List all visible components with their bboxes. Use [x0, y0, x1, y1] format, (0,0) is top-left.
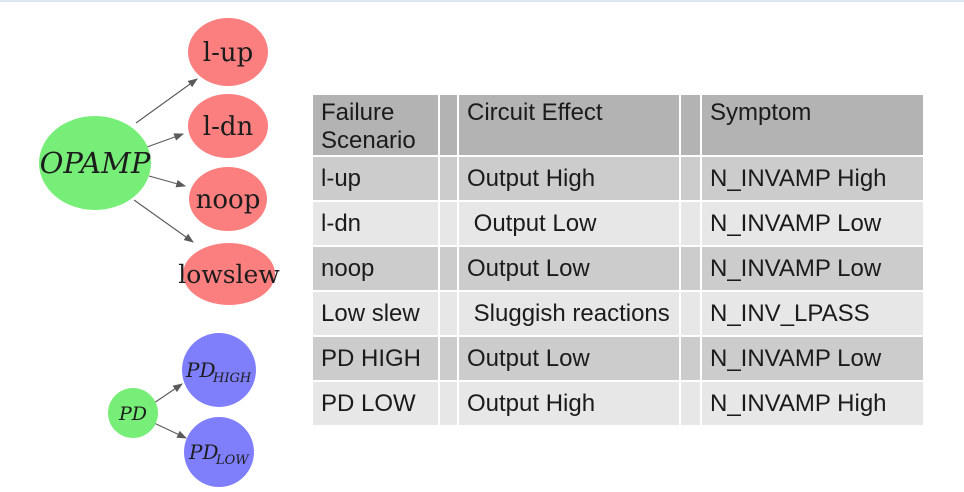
header-symptom: Symptom [702, 95, 923, 155]
cell-circuit-effect: Output Low [459, 247, 679, 290]
row-spacer-2 [681, 202, 700, 245]
cell-failure-scenario: noop [313, 247, 438, 290]
cell-circuit-effect: Output Low [459, 337, 679, 380]
cell-failure-scenario: PD LOW [313, 382, 438, 425]
opamp-edges [133, 78, 198, 243]
row-spacer-1 [440, 202, 457, 245]
cell-symptom: N_INVAMP Low [702, 337, 923, 380]
cell-failure-scenario: l-up [313, 157, 438, 200]
row-spacer-1 [440, 247, 457, 290]
row-spacer-2 [681, 382, 700, 425]
row-spacer-1 [440, 292, 457, 335]
node-opamp-label: OPAMP [40, 146, 151, 180]
row-spacer-1 [440, 157, 457, 200]
header-circuit-effect: Circuit Effect [459, 95, 679, 155]
cell-failure-scenario: PD HIGH [313, 337, 438, 380]
failure-table: Failure Scenario Circuit Effect Symptom l-u… [313, 95, 923, 425]
cell-symptom: N_INVAMP Low [702, 247, 923, 290]
header-failure-scenario: Failure Scenario [313, 95, 438, 155]
node-lowslew [183, 243, 275, 305]
node-l-dn-label: l-dn [203, 112, 254, 142]
row-spacer-2 [681, 157, 700, 200]
edge-opamp-noop [148, 175, 187, 188]
node-l-up [188, 18, 268, 86]
node-pd-low-label-main: PD [188, 440, 219, 464]
edge-opamp-lup [135, 78, 198, 124]
header-spacer-1 [440, 95, 457, 155]
node-noop [189, 167, 267, 231]
node-lowslew-label: lowslew [178, 260, 280, 289]
cell-symptom: N_INV_LPASS [702, 292, 923, 335]
cell-symptom: N_INVAMP High [702, 157, 923, 200]
node-pd-high [182, 333, 256, 407]
node-pd-high-label-sub: HIGH [212, 371, 252, 386]
cell-circuit-effect: Sluggish reactions [459, 292, 679, 335]
edge-pd-low [153, 422, 187, 439]
edge-pd-high [153, 383, 183, 404]
node-l-dn [188, 94, 268, 158]
row-spacer-2 [681, 247, 700, 290]
cell-circuit-effect: Output High [459, 157, 679, 200]
node-l-up-label: l-up [203, 38, 254, 68]
node-pd-low-label-sub: LOW [215, 453, 250, 468]
edge-opamp-ldn [146, 133, 185, 148]
node-pd [108, 388, 158, 438]
fault-tree-diagram: OPAMP l-up l-dn noop lowslew PD PD HIGH … [39, 18, 280, 487]
row-spacer-1 [440, 382, 457, 425]
node-pd-low [184, 417, 254, 487]
cell-circuit-effect: Output High [459, 382, 679, 425]
cell-failure-scenario: Low slew [313, 292, 438, 335]
pd-edges [153, 383, 187, 439]
edge-opamp-lowslew [133, 199, 194, 243]
row-spacer-1 [440, 337, 457, 380]
cell-symptom: N_INVAMP High [702, 382, 923, 425]
cell-symptom: N_INVAMP Low [702, 202, 923, 245]
cell-circuit-effect: Output Low [459, 202, 679, 245]
node-pd-high-label-main: PD [185, 358, 216, 382]
row-spacer-2 [681, 292, 700, 335]
cell-failure-scenario: l-dn [313, 202, 438, 245]
node-pd-label: PD [118, 403, 147, 425]
node-noop-label: noop [196, 185, 261, 215]
window-top-edge [0, 0, 964, 2]
header-spacer-2 [681, 95, 700, 155]
row-spacer-2 [681, 337, 700, 380]
node-opamp [39, 116, 151, 210]
